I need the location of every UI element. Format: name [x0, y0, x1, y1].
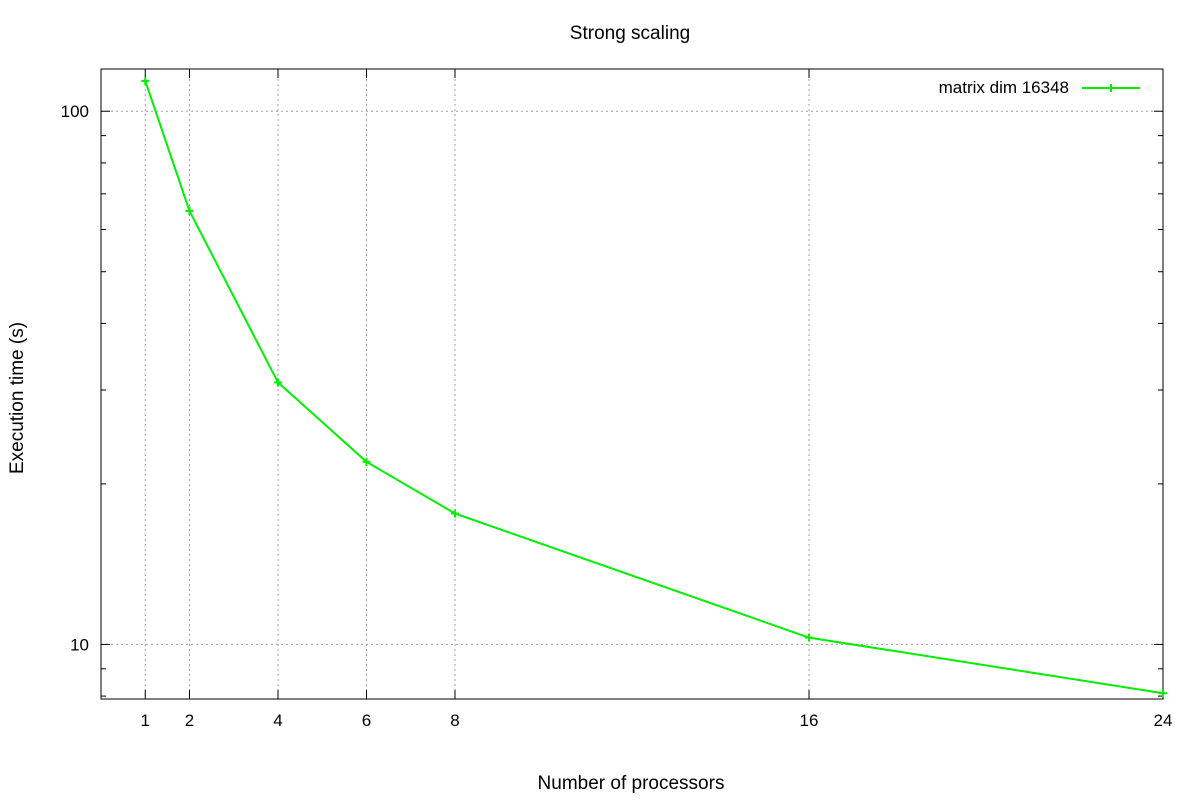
plot-frame	[100, 68, 1164, 700]
data-point	[274, 378, 282, 387]
y-axis-label: Execution time (s)	[7, 322, 28, 474]
x-tick-label: 24	[1154, 711, 1173, 730]
legend: matrix dim 16348	[939, 78, 1140, 97]
x-axis-label: Number of processors	[538, 773, 725, 794]
data-point	[362, 457, 371, 466]
grid	[101, 69, 1164, 699]
series-line	[144, 80, 1164, 695]
x-tick-label: 2	[185, 711, 194, 730]
x-tick-label: 6	[362, 711, 371, 730]
series-layer	[141, 76, 1167, 698]
data-point	[185, 206, 194, 215]
y-tick-label: 100	[61, 102, 89, 121]
x-tick-label: 1	[141, 711, 150, 730]
data-point	[1159, 689, 1167, 698]
y-tick-label: 10	[70, 635, 89, 654]
legend-label: matrix dim 16348	[939, 78, 1069, 97]
data-point	[141, 76, 150, 85]
x-tick-label: 16	[800, 711, 819, 730]
data-point	[451, 509, 459, 518]
chart-title: Strong scaling	[570, 23, 690, 44]
x-tick-label: 4	[273, 711, 282, 730]
x-tick-label: 8	[450, 711, 459, 730]
data-point	[805, 633, 813, 642]
legend-marker	[1107, 84, 1115, 92]
